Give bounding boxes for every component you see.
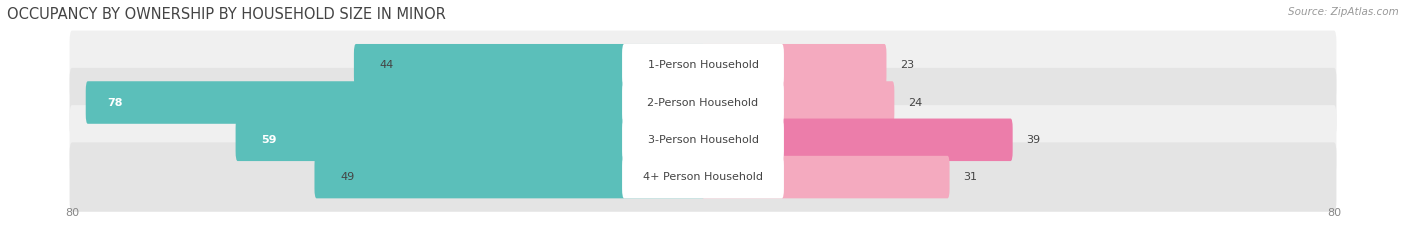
FancyBboxPatch shape [236,119,704,161]
FancyBboxPatch shape [69,31,1337,100]
FancyBboxPatch shape [621,156,785,198]
Text: OCCUPANCY BY OWNERSHIP BY HOUSEHOLD SIZE IN MINOR: OCCUPANCY BY OWNERSHIP BY HOUSEHOLD SIZE… [7,7,446,22]
Text: 2-Person Household: 2-Person Household [647,98,759,107]
FancyBboxPatch shape [354,44,704,86]
FancyBboxPatch shape [621,81,785,124]
Text: 78: 78 [107,98,122,107]
FancyBboxPatch shape [69,68,1337,137]
FancyBboxPatch shape [702,156,949,198]
Text: 39: 39 [1026,135,1040,145]
FancyBboxPatch shape [69,142,1337,212]
FancyBboxPatch shape [315,156,704,198]
FancyBboxPatch shape [86,81,704,124]
Text: 49: 49 [340,172,354,182]
Text: Source: ZipAtlas.com: Source: ZipAtlas.com [1288,7,1399,17]
FancyBboxPatch shape [702,81,894,124]
Text: 4+ Person Household: 4+ Person Household [643,172,763,182]
FancyBboxPatch shape [69,105,1337,175]
Text: 1-Person Household: 1-Person Household [648,60,758,70]
FancyBboxPatch shape [621,44,785,86]
Text: 31: 31 [963,172,977,182]
Text: 3-Person Household: 3-Person Household [648,135,758,145]
Text: 59: 59 [262,135,277,145]
Text: 23: 23 [900,60,914,70]
Text: 44: 44 [380,60,394,70]
Text: 24: 24 [908,98,922,107]
FancyBboxPatch shape [702,119,1012,161]
FancyBboxPatch shape [621,119,785,161]
FancyBboxPatch shape [702,44,886,86]
